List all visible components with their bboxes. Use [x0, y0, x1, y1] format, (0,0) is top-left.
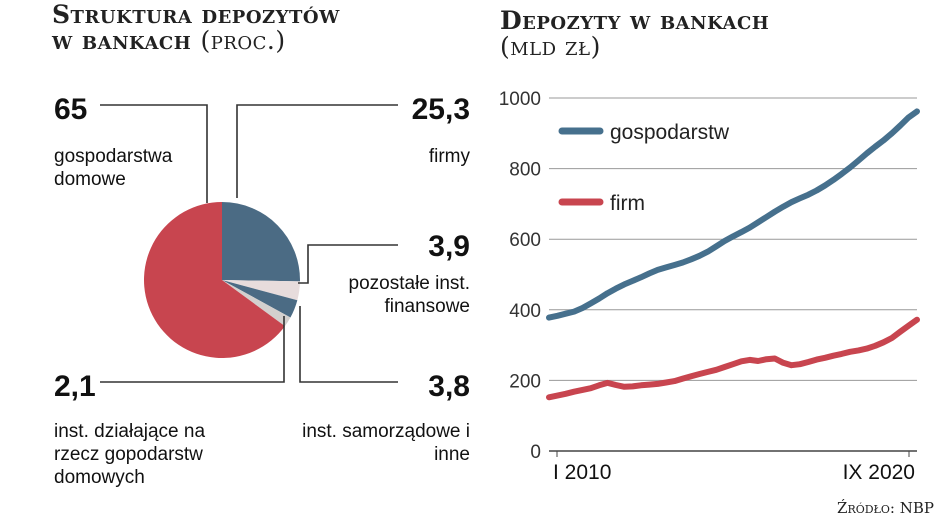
pie-value-npish: 2,1	[54, 370, 96, 403]
line-chart-y-ticks: 0 200 400 600 800 1000	[499, 89, 541, 463]
y-tick-label-1000: 1000	[499, 89, 541, 110]
line-chart-x-ticks: I 2010 IX 2020	[553, 451, 915, 484]
line-chart-grid	[549, 97, 917, 452]
pie-value-other-financial: 3,9	[428, 230, 470, 263]
legend-label-firms: firm	[610, 192, 645, 215]
line-chart-unit: (mld zł)	[500, 32, 601, 62]
y-tick-label-0: 0	[530, 442, 541, 463]
pie-value-households: 65	[54, 93, 88, 126]
x-tick-label-0: I 2010	[553, 461, 611, 484]
line-chart-title-text: Depozyty w bankach	[500, 6, 770, 35]
line-chart-title: Depozyty w bankach (mld zł)	[500, 6, 770, 62]
leader-line-local-gov	[299, 306, 398, 383]
pie-label-households-text: gospodarstwa domowe	[54, 146, 173, 190]
series-line-firms	[546, 316, 920, 401]
x-tick-label-1: IX 2020	[843, 461, 915, 484]
pie-slice-npish	[222, 280, 291, 327]
pie-chart-title-line2-text: w bankach	[52, 26, 192, 56]
pie-label-local-gov: inst. samorządowe i inne	[302, 421, 470, 465]
y-tick-label-400: 400	[509, 301, 541, 322]
pie-chart-title-line1: Struktura depozytów	[52, 0, 340, 29]
pie-slices	[144, 201, 301, 358]
pie-value-firms: 25,3	[411, 93, 470, 126]
pie-label-other-financial: pozostałe inst. finansowe	[348, 273, 470, 317]
leader-line-households	[100, 104, 208, 203]
y-tick-label-200: 200	[509, 371, 541, 392]
pie-slice-firms	[222, 201, 301, 282]
pie-chart-title: Struktura depozytów w bankach (proc.)	[52, 0, 340, 55]
pie-slice-local-gov	[222, 280, 298, 318]
pie-chart-unit: (proc.)	[200, 26, 286, 56]
leader-line-npish	[100, 316, 285, 383]
legend-label-households: gospodarstw	[610, 121, 730, 144]
pie-label-households: gospodarstwa domowe	[54, 145, 234, 191]
pie-slice-households	[144, 202, 285, 358]
line-chart-legend: gospodarstw firm	[558, 121, 730, 215]
y-tick-label-800: 800	[509, 160, 541, 181]
pie-label-npish: inst. działające na rzecz gopodarstw dom…	[54, 421, 206, 488]
pie-slice-other-financial	[222, 280, 300, 301]
leader-line-firms	[236, 104, 398, 198]
y-tick-label-600: 600	[509, 230, 541, 251]
series-line-households	[546, 108, 920, 321]
leader-line-other-financial	[298, 244, 398, 284]
pie-chart-title-line2: w bankach (proc.)	[52, 28, 340, 54]
source-note: Źródło: NBP	[837, 499, 934, 517]
line-chart-series	[546, 108, 920, 401]
pie-value-local-gov: 3,8	[428, 370, 470, 403]
pie-leader-lines	[100, 104, 398, 383]
pie-label-firms: firmy	[428, 146, 470, 167]
